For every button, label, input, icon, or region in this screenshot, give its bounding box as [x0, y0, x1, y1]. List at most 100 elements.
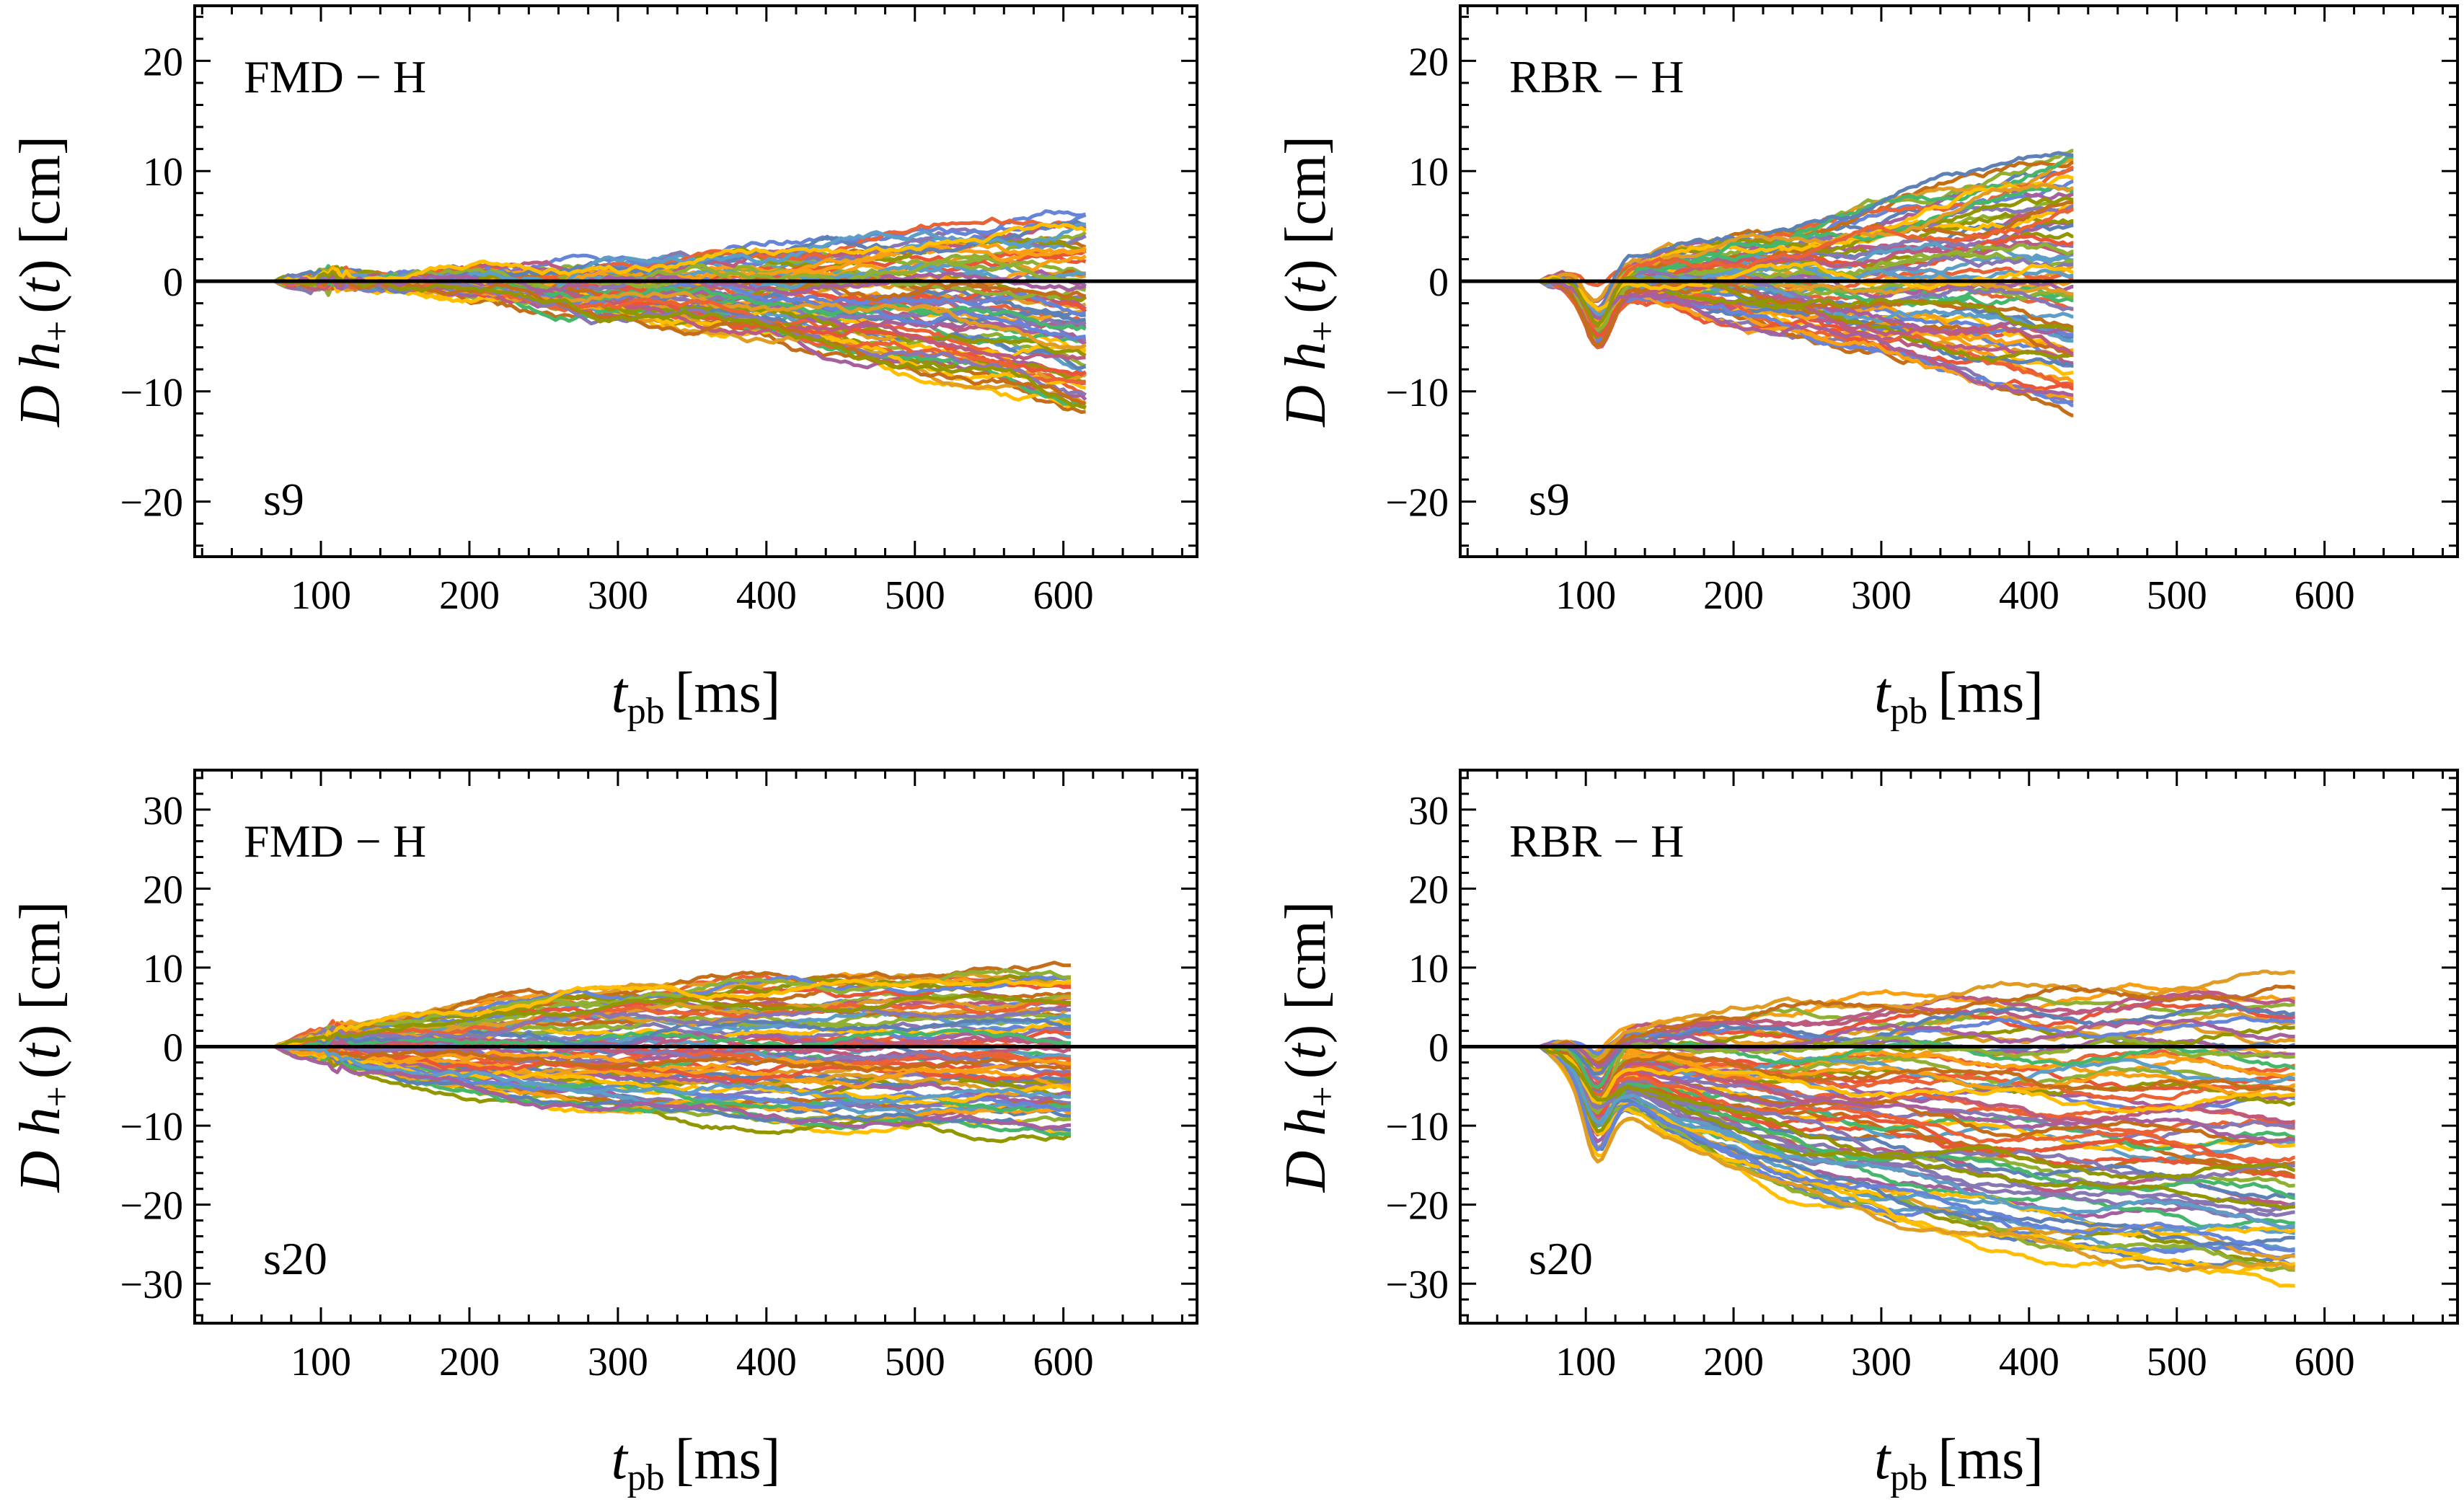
x-axis-label-sub: pb [627, 1457, 665, 1498]
y-tick-label: −20 [120, 1184, 183, 1229]
y-tick-label: 20 [1408, 867, 1449, 912]
x-tick-label: 100 [291, 1340, 351, 1384]
series-line [216, 270, 1087, 410]
y-axis-label-paren-open: ( [9, 294, 72, 314]
y-axis-label-plus: + [1302, 321, 1343, 342]
series-line [1482, 1045, 2296, 1114]
x-axis-label-sub: pb [627, 691, 665, 732]
model-label: s20 [263, 1233, 327, 1284]
x-tick-label: 600 [2295, 1340, 2355, 1384]
x-tick-label: 100 [1555, 1340, 1616, 1384]
x-tick-label: 600 [1033, 573, 1094, 618]
series-line [216, 1017, 1071, 1048]
series-line [216, 1045, 1071, 1105]
y-tick-label: 10 [143, 150, 183, 195]
y-axis-label-plus: + [1302, 1086, 1343, 1107]
y-axis-label-d: D [1274, 1136, 1338, 1193]
x-axis-label: tpb [ms] [611, 1428, 781, 1498]
y-tick-label: 30 [143, 789, 183, 834]
series-group [216, 960, 1071, 1144]
x-axis-label-main: t [611, 1428, 629, 1491]
y-tick-label: 0 [1428, 1026, 1449, 1071]
y-tick-label: 20 [1408, 40, 1449, 84]
y-tick-label: 20 [143, 40, 183, 84]
y-tick-label: 10 [1408, 150, 1449, 195]
series-group [216, 209, 1087, 414]
x-tick-label: 200 [1703, 573, 1764, 618]
y-tick-label: −20 [1385, 481, 1449, 526]
series-line [216, 978, 1071, 1048]
y-tick-label: −10 [1385, 371, 1449, 415]
series-line [1482, 984, 2296, 1066]
x-tick-label: 300 [1851, 1340, 1912, 1384]
y-axis-label-d: D [1274, 371, 1338, 428]
y-axis-label-h: h [1274, 1108, 1338, 1136]
panel-rbr-s20: 100 200 300 400 500 600 −30 −20 −10 0 10 20 30 RBR − … [1274, 769, 2459, 1498]
x-axis-label-main: t [1874, 661, 1891, 725]
series-line [1482, 1045, 2296, 1210]
y-axis-label-t: t [9, 277, 72, 294]
x-tick-label: 200 [1703, 1340, 1764, 1384]
x-axis-label: tpb [ms] [1874, 661, 2044, 732]
y-axis-label: D h+ (t) [cm] [1274, 136, 1343, 428]
y-axis-label-paren-open: ( [9, 1060, 72, 1079]
model-label: s9 [263, 474, 304, 525]
x-axis-label: tpb [ms] [611, 661, 781, 732]
x-tick-label: 100 [291, 573, 351, 618]
x-axis-label-main: t [611, 661, 629, 725]
x-tick-label: 600 [2295, 573, 2355, 618]
y-tick-label: −10 [120, 1105, 183, 1149]
series-line [216, 223, 1086, 286]
y-axis-label-unit: ) [cm] [9, 136, 72, 278]
y-tick-label: −20 [1385, 1184, 1449, 1229]
x-tick-label: 400 [736, 1340, 797, 1384]
series-line [216, 1028, 1071, 1050]
y-tick-label: −20 [120, 481, 183, 526]
panel-label: RBR − H [1509, 51, 1684, 102]
x-tick-label: 200 [439, 1340, 500, 1384]
y-axis-label-d: D [9, 1136, 72, 1193]
x-axis-label-unit: [ms] [675, 1428, 781, 1491]
series-line [1482, 1045, 2296, 1273]
y-axis-label-h: h [9, 342, 72, 371]
x-tick-label: 400 [1999, 1340, 2059, 1384]
y-axis-label: D h+ (t) [cm] [9, 136, 78, 428]
series-line [1482, 242, 2074, 332]
series-line [1482, 1045, 2296, 1247]
series-line [1482, 1045, 2296, 1180]
x-tick-label: 200 [439, 573, 500, 618]
y-tick-label: 0 [163, 260, 183, 305]
x-axis-label-unit: [ms] [1938, 1428, 2044, 1491]
x-tick-label: 400 [1999, 573, 2059, 618]
y-tick-label: −10 [1385, 1105, 1449, 1149]
model-label: s9 [1529, 474, 1570, 525]
y-tick-label: −10 [120, 371, 183, 415]
series-line [1482, 1045, 2296, 1230]
panel-label: RBR − H [1509, 816, 1684, 867]
series-line [1482, 969, 2296, 1063]
y-axis-label-unit: ) [cm] [1274, 901, 1338, 1044]
y-axis-label-d: D [9, 371, 72, 428]
y-axis-label-h: h [1274, 342, 1338, 371]
x-tick-label: 300 [588, 1340, 648, 1384]
x-tick-label: 500 [2147, 1340, 2207, 1384]
panel-label: FMD − H [244, 51, 426, 102]
y-axis-label-t: t [9, 1043, 72, 1060]
series-line [1482, 261, 2074, 312]
x-axis-label-main: t [1874, 1428, 1891, 1491]
series-line [1482, 1045, 2296, 1253]
series-line [216, 1042, 1071, 1074]
x-tick-label: 400 [736, 573, 797, 618]
x-tick-label: 600 [1033, 1340, 1094, 1384]
y-tick-label: −30 [1385, 1263, 1449, 1307]
y-axis-label-t: t [1274, 1043, 1338, 1060]
y-axis-label-unit: ) [cm] [9, 901, 72, 1044]
y-tick-label: 10 [143, 947, 183, 991]
x-axis-label: tpb [ms] [1874, 1428, 2044, 1498]
y-axis-label: D h+ (t) [cm] [9, 901, 78, 1193]
series-line [216, 1045, 1071, 1131]
y-tick-label: 20 [143, 867, 183, 912]
y-tick-label: −30 [120, 1263, 183, 1307]
x-tick-label: 300 [588, 573, 648, 618]
model-label: s20 [1529, 1233, 1593, 1284]
